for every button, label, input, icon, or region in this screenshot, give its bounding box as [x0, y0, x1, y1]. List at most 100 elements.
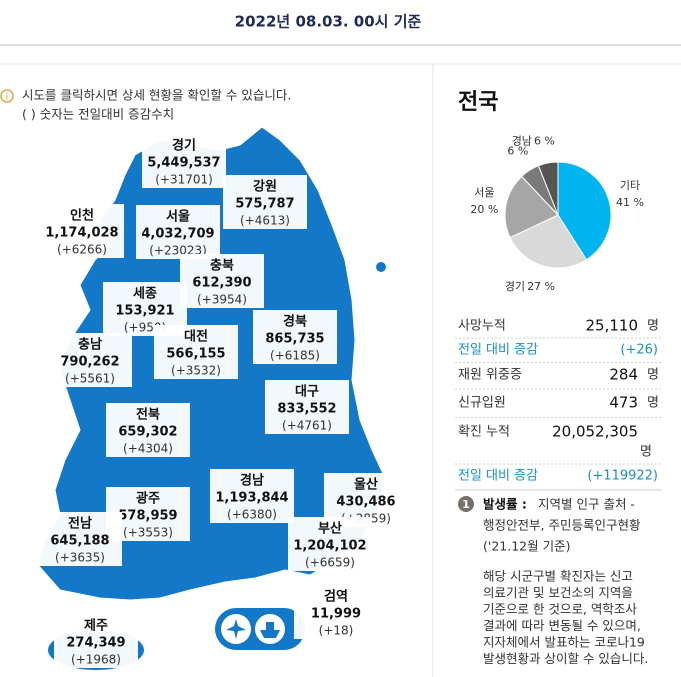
- region-count: 645,188: [50, 534, 109, 549]
- region-count: 575,787: [235, 197, 294, 212]
- region-box[interactable]: [288, 517, 372, 571]
- region-label[interactable]: 충북 612,390 (+3954): [180, 254, 264, 308]
- plane-glyph: [226, 619, 246, 639]
- region-count: 659,302: [118, 425, 177, 440]
- region-change: (+3954): [197, 293, 247, 307]
- region-label[interactable]: 전북 659,302 (+4304): [106, 403, 190, 457]
- region-name: 부산: [318, 521, 342, 537]
- region-change: (+6266): [57, 243, 107, 257]
- region-label[interactable]: 검역 11,999 (+18): [294, 585, 378, 639]
- summary-title: 전국: [458, 90, 498, 115]
- region-name: 서울: [166, 209, 190, 225]
- region-name: 대구: [295, 385, 319, 400]
- region-label[interactable]: 전남 645,188 (+3635): [38, 512, 122, 566]
- region-count: 833,552: [277, 402, 336, 417]
- region-box[interactable]: [136, 205, 220, 259]
- region-box[interactable]: [106, 403, 190, 457]
- region-count: 566,155: [166, 347, 225, 362]
- region-count: 865,735: [265, 332, 324, 347]
- pie-label-name: 서울: [474, 186, 494, 199]
- pie-slice: [504, 175, 559, 239]
- region-name: 전북: [136, 407, 160, 423]
- header-title: 2022년 08.03. 00시 기준: [235, 13, 422, 31]
- region-name: 대전: [184, 329, 208, 345]
- region-box[interactable]: [142, 134, 226, 188]
- region-count: 5,449,537: [147, 156, 220, 171]
- region-count: 4,032,709: [141, 227, 214, 242]
- region-name: 제주: [84, 619, 108, 634]
- region-name: 경기: [172, 138, 196, 154]
- stat-label: 사망누적: [458, 319, 506, 334]
- notice-text: ( ) 숫자는 전일대비 증감수치: [22, 107, 174, 122]
- footnote-line: 행정안전부, 주민등록인구현황: [483, 518, 641, 533]
- region-label[interactable]: 부산 1,204,102 (+6659): [288, 517, 372, 571]
- region-change: (+1968): [71, 653, 121, 667]
- region-label[interactable]: 제주 274,349 (+1968): [54, 614, 138, 668]
- region-label[interactable]: 강원 575,787 (+4613): [223, 175, 307, 229]
- region-name: 경북: [283, 314, 307, 330]
- region-label[interactable]: 대구 833,552 (+4761): [265, 380, 349, 434]
- region-box[interactable]: [38, 512, 122, 566]
- region-name: 충북: [210, 258, 234, 274]
- stat-label: 재원 위중증: [458, 368, 522, 383]
- region-change: (+6659): [305, 556, 355, 570]
- stat-value: (+26): [620, 343, 658, 358]
- ship-glyph: [260, 622, 280, 638]
- region-count: 1,204,102: [293, 539, 366, 554]
- pie-slice: [537, 161, 559, 216]
- region-box[interactable]: [265, 380, 349, 434]
- stat-label: 확진 누적: [458, 425, 510, 440]
- stat-label: 신규입원: [458, 396, 506, 411]
- region-change: (+3635): [55, 551, 105, 565]
- island: [376, 262, 386, 272]
- region-label[interactable]: 서울4,032,709(+23023): [136, 205, 220, 259]
- pie-label-name: 기타: [620, 179, 640, 192]
- region-count: 11,999: [311, 607, 361, 622]
- region-name: 경남: [240, 473, 264, 489]
- region-box[interactable]: [48, 333, 132, 387]
- region-count: 430,486: [336, 495, 395, 510]
- region-label[interactable]: 경남 1,193,844 (+6380): [210, 469, 294, 523]
- stat-unit: 명: [647, 396, 659, 411]
- region-change: (+5561): [65, 372, 115, 386]
- region-box[interactable]: [253, 310, 337, 364]
- region-change: (+4761): [282, 419, 332, 433]
- region-count: 790,262: [60, 355, 119, 370]
- region-box[interactable]: [210, 469, 294, 523]
- region-box[interactable]: [54, 614, 138, 668]
- footnote-badge: [458, 496, 474, 512]
- stat-label: 전일 대비 증감: [458, 469, 538, 484]
- region-label[interactable]: 인천 1,174,028 (+6266): [40, 204, 124, 258]
- pie-label-name: 경기: [505, 280, 525, 293]
- stat-value: 284: [609, 366, 638, 384]
- region-name: 인천: [70, 208, 94, 224]
- region-label[interactable]: 충남 790,262 (+5561): [48, 333, 132, 387]
- region-box[interactable]: [294, 585, 378, 639]
- region-count: 578,959: [118, 509, 177, 524]
- footnote-number: 1: [462, 498, 470, 511]
- region-count: 1,193,844: [215, 491, 288, 506]
- pie-label-value: 27 %: [527, 280, 555, 293]
- footnote-line: 지역별 인구 출처 -: [538, 497, 635, 512]
- description-line: 기준으로 한 것으로, 역학조사: [483, 602, 637, 617]
- pie-label-value: 41 %: [616, 196, 644, 209]
- region-label[interactable]: 경북 865,735 (+6185): [253, 310, 337, 364]
- region-change: (+6380): [227, 508, 277, 522]
- region-box[interactable]: [154, 325, 238, 379]
- region-label[interactable]: 경기 5,449,537 (+31701): [142, 134, 226, 188]
- pie-label-value: 6 %: [507, 145, 528, 158]
- region-change: (+6185): [270, 349, 320, 363]
- region-name: 세종: [133, 287, 157, 302]
- region-box[interactable]: [40, 204, 124, 258]
- region-box[interactable]: [223, 175, 307, 229]
- region-label[interactable]: 대전 566,155 (+3532): [154, 325, 238, 379]
- info-icon: [0, 89, 14, 103]
- pie-label-name: 경남: [512, 134, 532, 147]
- region-box[interactable]: [180, 254, 264, 308]
- footnote-label: 발생률 :: [483, 497, 527, 512]
- region-change: (+3532): [171, 364, 221, 378]
- region-change: (+31701): [155, 173, 213, 187]
- pie-slice: [509, 214, 588, 269]
- description-line: 결과에 따라 변동될 수 있으며,: [483, 618, 641, 633]
